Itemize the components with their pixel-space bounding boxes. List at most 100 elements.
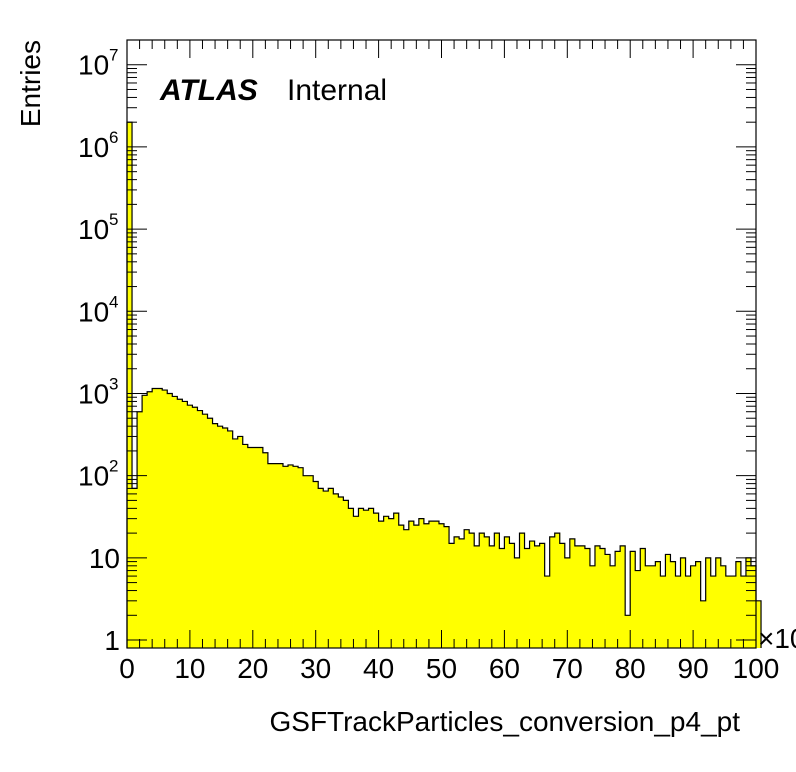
histogram-bar: [705, 557, 712, 648]
histogram-bar: [222, 428, 229, 648]
histogram-bar: [756, 600, 762, 648]
x-tick-label: 0: [119, 653, 135, 684]
histogram-bar: [680, 557, 686, 648]
histogram-bar: [745, 557, 752, 648]
histogram-bar: [298, 467, 304, 648]
histogram-bar: [303, 475, 309, 648]
y-tick-label: 10: [78, 378, 109, 409]
histogram-bar: [539, 543, 546, 648]
histogram-bar: [162, 390, 168, 648]
histogram-bar: [735, 561, 742, 648]
histogram-bar: [227, 430, 234, 648]
histogram-bar: [343, 500, 349, 648]
x-tick-label: 10: [174, 653, 205, 684]
histogram-bar: [720, 565, 727, 648]
histogram-bar: [257, 447, 264, 648]
x-tick-label: 70: [552, 653, 583, 684]
histogram-bar: [192, 407, 198, 648]
histogram-bar: [418, 518, 425, 648]
histogram-bar: [147, 391, 153, 648]
histogram-bars: [127, 122, 762, 648]
x-tick-label: 40: [363, 653, 394, 684]
histogram-bar: [479, 533, 485, 648]
histogram-bar: [187, 405, 193, 648]
histogram-bar: [393, 513, 400, 648]
x-multiplier-label: ×10: [758, 623, 796, 654]
histogram-bar: [630, 551, 636, 648]
histogram-bar: [277, 463, 284, 648]
histogram-bar: [594, 545, 601, 648]
histogram-bar: [524, 548, 530, 648]
x-tick-label: 80: [615, 653, 646, 684]
histogram-bar: [474, 545, 480, 648]
histogram-bar: [373, 513, 379, 648]
histogram-bar: [655, 561, 661, 648]
histogram-bar: [252, 447, 259, 648]
histogram-bar: [740, 576, 747, 648]
histogram-bar: [469, 533, 475, 648]
histogram-bar: [665, 554, 671, 648]
y-tick-label: 10: [78, 296, 109, 327]
histogram-bar: [459, 538, 465, 648]
histogram-bar: [197, 410, 203, 648]
histogram-bar: [750, 565, 757, 648]
histogram-bar: [700, 600, 707, 648]
y-tick-label-exponent: 7: [109, 46, 118, 65]
y-tick-label-exponent: 3: [109, 374, 118, 393]
histogram-bar: [132, 488, 138, 648]
histogram-bar: [554, 533, 561, 648]
x-tick-label: 20: [237, 653, 268, 684]
histogram-bar: [428, 521, 435, 648]
y-tick-label-exponent: 2: [109, 457, 118, 476]
histogram-bar: [559, 543, 566, 648]
histogram-bar: [640, 548, 646, 648]
histogram-bar: [635, 570, 641, 648]
histogram-bar: [368, 508, 374, 648]
histogram-bar: [579, 545, 586, 648]
histogram-bar: [182, 401, 188, 648]
histogram-bar: [509, 543, 515, 648]
y-tick-label: 10: [78, 461, 109, 492]
y-tick-label: 10: [78, 50, 109, 81]
histogram-bar: [444, 526, 450, 648]
histogram-bar: [237, 436, 244, 648]
histogram-bar: [388, 518, 395, 648]
histogram-bar: [600, 548, 606, 648]
histogram-bar: [449, 543, 455, 648]
histogram-bar: [152, 388, 158, 648]
y-tick-label: 10: [78, 132, 109, 163]
y-axis-title: Entries: [15, 40, 46, 127]
histogram-bar: [142, 395, 148, 648]
histogram-bar: [715, 557, 722, 648]
x-tick-label: 50: [426, 653, 457, 684]
histogram-bar: [308, 475, 314, 648]
histogram-bar: [242, 444, 249, 648]
histogram-bar: [489, 545, 495, 648]
histogram-bar: [645, 565, 651, 648]
histogram-bar: [544, 576, 551, 648]
histogram-bar: [574, 545, 581, 648]
histogram-bar: [212, 423, 218, 648]
histogram-bar: [519, 533, 525, 648]
histogram-bar: [207, 418, 213, 648]
histogram-bar: [293, 466, 299, 648]
histogram-bar: [569, 538, 576, 648]
histogram-bar: [413, 525, 420, 648]
histogram-bar: [267, 463, 274, 648]
histogram-bar: [137, 411, 143, 648]
histogram-bar: [338, 497, 344, 648]
histogram-bar: [217, 426, 224, 648]
histogram-bar: [127, 122, 133, 648]
histogram-bar: [549, 536, 556, 648]
histogram-bar: [438, 523, 445, 648]
histogram-bar: [272, 463, 279, 648]
histogram-bar: [730, 576, 737, 648]
histogram-bar: [725, 576, 732, 648]
histogram-bar: [564, 557, 571, 648]
histogram-bar: [690, 565, 697, 648]
histogram-bar: [534, 545, 541, 648]
x-axis-ticks: 0 10 20 30 40 50 60 70 80 90 100: [119, 40, 779, 684]
histogram-bar: [378, 521, 385, 648]
histogram-bar: [262, 452, 269, 648]
